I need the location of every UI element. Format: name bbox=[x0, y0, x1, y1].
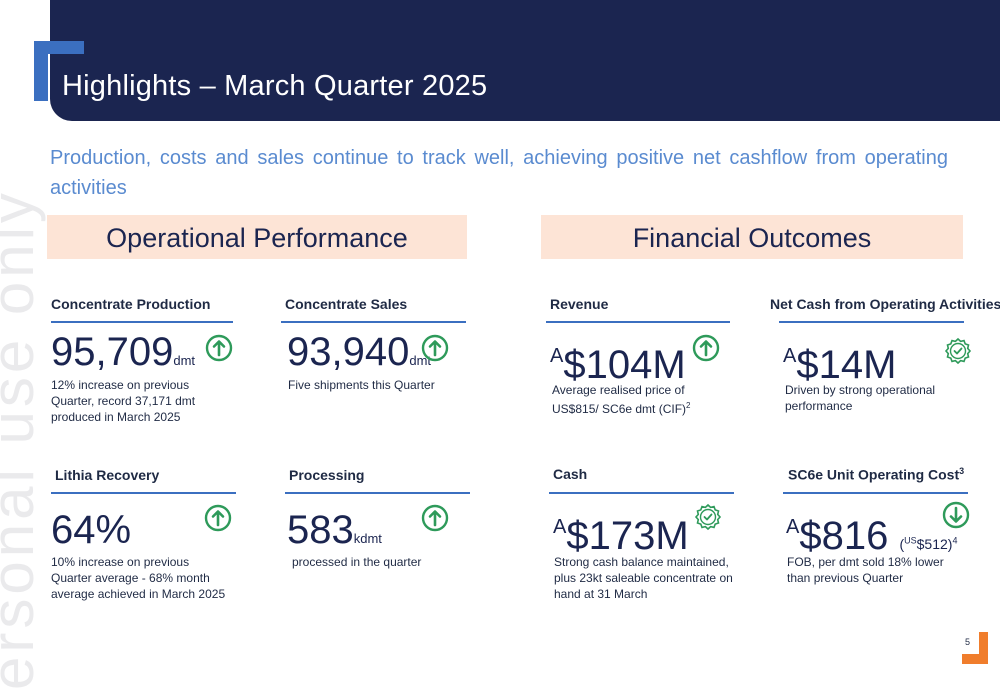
cash-value: A$173M bbox=[553, 514, 689, 558]
corner-accent-blue bbox=[34, 41, 84, 101]
check-badge-icon bbox=[944, 337, 972, 365]
page-subtitle: Production, costs and sales continue to … bbox=[50, 147, 948, 199]
up-arrow-icon bbox=[692, 334, 720, 362]
up-arrow-icon bbox=[421, 504, 449, 532]
cash-label: Cash bbox=[553, 466, 588, 482]
concentrate-sales-divider bbox=[281, 321, 466, 323]
concentrate-sales-label: Concentrate Sales bbox=[285, 296, 408, 312]
cash-divider bbox=[549, 492, 734, 494]
financial-outcomes-banner: Financial Outcomes bbox=[541, 215, 963, 259]
operational-performance-banner: Operational Performance bbox=[47, 215, 467, 259]
net-cash-desc: Driven by strong operational performance bbox=[785, 383, 936, 413]
down-arrow-icon bbox=[942, 501, 970, 529]
check-badge-icon bbox=[694, 503, 722, 531]
processing-desc: processed in the quarter bbox=[292, 555, 422, 569]
watermark: ersonal use only bbox=[0, 189, 46, 690]
unit-cost-label: SC6e Unit Operating Cost3 bbox=[788, 466, 965, 483]
unit-cost-divider bbox=[783, 492, 968, 494]
up-arrow-icon bbox=[204, 504, 232, 532]
concentrate-sales-value: 93,940dmt bbox=[287, 330, 432, 374]
net-cash-divider bbox=[779, 321, 964, 323]
processing-value: 583kdmt bbox=[287, 508, 382, 552]
revenue-value: A$104M bbox=[550, 343, 686, 387]
revenue-desc: Average realised price of US$815/ SC6e d… bbox=[552, 383, 691, 416]
processing-label: Processing bbox=[289, 467, 365, 483]
lithia-recovery-desc: 10% increase on previous Quarter average… bbox=[51, 555, 226, 601]
net-cash-label: Net Cash from Operating Activities bbox=[770, 296, 1000, 312]
net-cash-value: A$14M bbox=[783, 343, 897, 387]
up-arrow-icon bbox=[205, 334, 233, 362]
header-bar bbox=[50, 0, 1000, 121]
concentrate-production-label: Concentrate Production bbox=[51, 296, 211, 312]
lithia-recovery-divider bbox=[51, 492, 236, 494]
unit-cost-desc: FOB, per dmt sold 18% lower than previou… bbox=[787, 555, 944, 585]
cash-desc: Strong cash balance maintained, plus 23k… bbox=[554, 555, 733, 601]
concentrate-production-desc: 12% increase on previous Quarter, record… bbox=[51, 378, 196, 424]
concentrate-sales-desc: Five shipments this Quarter bbox=[288, 378, 435, 392]
processing-divider bbox=[285, 492, 470, 494]
lithia-recovery-label: Lithia Recovery bbox=[55, 467, 160, 483]
lithia-recovery-value: 64% bbox=[51, 508, 132, 552]
page-title: Highlights – March Quarter 2025 bbox=[62, 70, 488, 102]
revenue-divider bbox=[546, 321, 730, 323]
concentrate-production-value: 95,709dmt bbox=[51, 330, 196, 374]
concentrate-production-divider bbox=[51, 321, 233, 323]
unit-cost-value: A$816 (US$512)4 bbox=[786, 514, 958, 558]
revenue-label: Revenue bbox=[550, 296, 609, 312]
corner-accent-orange bbox=[962, 632, 988, 664]
page-number: 5 bbox=[965, 637, 971, 647]
up-arrow-icon bbox=[421, 334, 449, 362]
